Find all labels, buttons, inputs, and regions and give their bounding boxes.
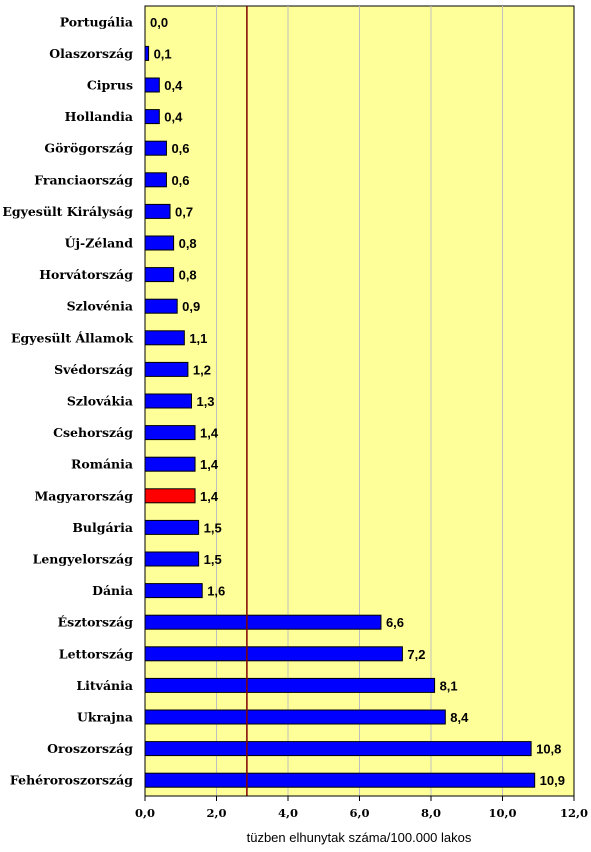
category-label: Csehország: [53, 425, 133, 440]
bar: [144, 772, 536, 788]
category-label: Ciprus: [87, 78, 133, 93]
category-label: Ukrajna: [77, 710, 133, 725]
category-label: Görögország: [44, 141, 133, 156]
gridlines: [216, 6, 503, 796]
data-label: 0,4: [164, 78, 183, 93]
data-label: 6,6: [386, 615, 404, 630]
category-label: Litvánia: [76, 678, 133, 693]
category-label: Hollandia: [65, 109, 133, 124]
data-label: 0,8: [179, 236, 197, 251]
x-tick-label: 10,0: [488, 806, 516, 820]
bar: [144, 235, 175, 251]
x-axis-title: tüzben elhunytak száma/100.000 lakos: [247, 830, 472, 845]
data-label: 1,5: [204, 552, 222, 567]
data-label: 1,5: [204, 520, 222, 535]
bar: [144, 741, 532, 757]
category-label: Szlovákia: [67, 394, 133, 409]
bar-highlight: [144, 488, 196, 504]
x-tick-label: 2,0: [206, 806, 226, 820]
category-label: Egyesült Államok: [11, 330, 133, 345]
x-tick-label: 8,0: [421, 806, 441, 820]
data-label: 1,4: [200, 489, 219, 504]
category-label: Franciaország: [34, 172, 133, 187]
data-label: 1,2: [193, 362, 211, 377]
bar: [144, 551, 200, 567]
category-label: Egyesült Királyság: [2, 204, 133, 219]
category-label: Magyarország: [34, 488, 133, 503]
bar: [144, 709, 446, 725]
data-label: 8,4: [450, 710, 469, 725]
category-label: Szlovénia: [67, 299, 133, 314]
bar: [144, 267, 175, 283]
bar: [144, 361, 189, 377]
bar: [144, 393, 192, 409]
data-label: 0,6: [171, 173, 189, 188]
x-tick-label: 0,0: [135, 806, 155, 820]
category-label: Bulgária: [72, 520, 133, 535]
category-label: Lettország: [59, 646, 133, 661]
bar: [144, 109, 160, 125]
category-label: Portugália: [60, 14, 133, 29]
category-label: Fehéroroszország: [10, 773, 133, 788]
data-label: 0,8: [179, 268, 197, 283]
data-label: 1,4: [200, 426, 219, 441]
bar: [144, 298, 178, 314]
x-tick-label: 12,0: [560, 806, 588, 820]
x-axis: 0,0 2,0 4,0 6,0 8,0 10,0 12,0: [135, 795, 588, 820]
category-label: Svédország: [54, 362, 133, 377]
bar: [144, 456, 196, 472]
value-labels: 0,0 0,1 0,4 0,4 0,6 0,6 0,7 0,8 0,8 0,9 1,1 1,2 1,3 1…: [150, 15, 565, 788]
bar: [144, 330, 185, 346]
category-label: Észtország: [58, 615, 134, 630]
data-label: 0,7: [175, 204, 193, 219]
data-label: 1,6: [207, 584, 225, 599]
data-label: 0,0: [150, 15, 168, 30]
x-tick-label: 6,0: [349, 806, 369, 820]
category-label: Olaszország: [49, 46, 133, 61]
bar: [144, 140, 167, 156]
category-label: Dánia: [92, 583, 133, 598]
bar: [144, 677, 436, 693]
data-label: 7,2: [407, 647, 425, 662]
bar: [144, 583, 203, 599]
data-label: 1,4: [200, 457, 219, 472]
category-label: Oroszország: [47, 741, 133, 756]
category-label: Horvátország: [39, 267, 133, 282]
bar: [144, 614, 382, 630]
data-label: 0,9: [182, 299, 200, 314]
bar: [144, 519, 200, 535]
data-label: 10,9: [540, 773, 565, 788]
x-tick-label: 4,0: [278, 806, 298, 820]
data-label: 0,6: [171, 141, 189, 156]
bar: [144, 45, 150, 61]
bars: [144, 45, 536, 788]
category-label: Új-Zéland: [65, 235, 134, 251]
bar: [144, 425, 196, 441]
category-label: Románia: [71, 457, 133, 472]
data-label: 0,1: [154, 46, 172, 61]
data-label: 0,4: [164, 110, 183, 125]
bar: [144, 77, 160, 93]
data-label: 10,8: [536, 742, 561, 757]
data-label: 1,1: [189, 331, 207, 346]
bar: [144, 646, 403, 662]
bar: [144, 172, 167, 188]
category-labels: Portugália Olaszország Ciprus Hollandia Görö…: [2, 14, 133, 787]
data-label: 1,3: [196, 394, 214, 409]
category-label: Lengyelország: [33, 552, 134, 567]
data-label: 8,1: [440, 678, 458, 693]
bar: [144, 203, 171, 219]
